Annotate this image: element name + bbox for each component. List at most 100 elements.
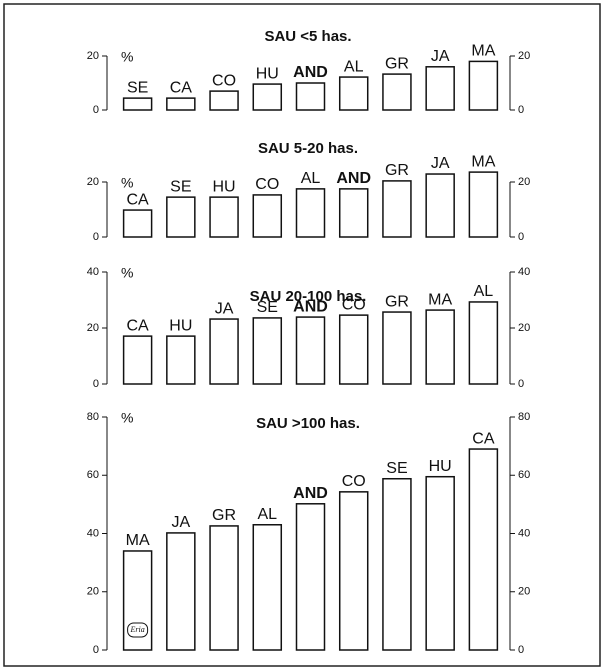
y-tick-label: 20 [87, 322, 99, 334]
bar-label: CO [342, 296, 366, 313]
bar [295, 503, 326, 651]
bar-label: HU [256, 65, 279, 82]
y2-tick-label: 20 [518, 586, 530, 598]
bar-label: MA [471, 153, 495, 170]
bar-label: MA [428, 291, 452, 308]
y-tick-label: 0 [93, 644, 99, 656]
bar [382, 73, 412, 111]
y-tick-label: 60 [87, 469, 99, 481]
bar [295, 316, 326, 385]
y2-tick-label: 60 [518, 469, 530, 481]
bar-label: AND [336, 170, 371, 187]
bar [425, 173, 455, 238]
y2-tick-label: 0 [518, 644, 524, 656]
bar-label: SE [257, 299, 278, 316]
bar-label: JA [431, 48, 450, 65]
bar-label: GR [385, 293, 409, 310]
y2-tick-label: 0 [518, 231, 524, 243]
bar [209, 90, 239, 111]
y-tick-label: 80 [87, 411, 99, 423]
bar [338, 491, 369, 651]
bar [209, 318, 239, 385]
y-tick-label: 0 [93, 104, 99, 116]
y2-tick-label: 0 [518, 378, 524, 390]
bar-label: AND [293, 64, 328, 81]
panel-title: SAU 20-100 has. [250, 288, 367, 305]
bar [252, 317, 283, 385]
bar-label: CO [255, 176, 279, 193]
bar [338, 188, 369, 238]
y-tick-label: 20 [87, 176, 99, 188]
bar-label: AL [474, 283, 494, 300]
bar [166, 97, 196, 111]
bar-label: SE [386, 460, 407, 477]
bar-label: HU [213, 178, 236, 195]
unit-label: % [121, 49, 133, 65]
panel-title: SAU 5-20 has. [258, 140, 358, 157]
bar-label: GR [385, 162, 409, 179]
y-tick-label: 40 [87, 266, 99, 278]
bar-label: JA [171, 514, 190, 531]
bar-label: AL [257, 506, 277, 523]
bar-label: AND [293, 485, 328, 502]
bar [122, 550, 153, 651]
bar [338, 314, 369, 385]
bar [122, 209, 153, 238]
bar [382, 311, 412, 385]
bar [338, 76, 369, 111]
bar-label: SE [127, 79, 148, 96]
y-tick-label: 0 [93, 378, 99, 390]
bar-label: HU [169, 317, 192, 334]
bar [209, 525, 239, 651]
bar [382, 477, 412, 651]
bar-label: SE [170, 178, 191, 195]
bar [468, 60, 499, 111]
unit-label: % [121, 410, 133, 426]
bar [252, 83, 283, 111]
bar [166, 335, 196, 385]
bar-label: GR [385, 55, 409, 72]
logo-frame [127, 622, 149, 638]
bar-label: CO [342, 473, 366, 490]
y-tick-label: 40 [87, 527, 99, 539]
bar [295, 82, 326, 111]
y-tick-label: 0 [93, 231, 99, 243]
y2-tick-label: 20 [518, 176, 530, 188]
y2-tick-label: 80 [518, 411, 530, 423]
panel-title: SAU >100 has. [256, 415, 360, 432]
bar-label: MA [126, 532, 150, 549]
y-tick-label: 20 [87, 586, 99, 598]
bar [166, 196, 196, 238]
bar [209, 196, 239, 238]
bar [295, 188, 326, 238]
logo: Eria [129, 625, 144, 634]
bar [252, 194, 283, 238]
bar [252, 524, 283, 651]
unit-label: % [121, 175, 133, 191]
bar-label: AL [301, 170, 321, 187]
y2-tick-label: 40 [518, 266, 530, 278]
bar-label: CO [212, 72, 236, 89]
unit-label: % [121, 265, 133, 281]
bar-label: JA [431, 155, 450, 172]
bar-label: JA [215, 300, 234, 317]
bar-label: MA [471, 43, 495, 60]
bar-label: CA [126, 317, 149, 334]
y2-tick-label: 20 [518, 322, 530, 334]
bar [425, 475, 455, 651]
panel-title: SAU <5 has. [264, 28, 351, 45]
bar [468, 171, 499, 238]
bar-label: AND [293, 298, 328, 315]
bar-label: HU [429, 458, 452, 475]
frame [3, 3, 601, 667]
bar-label: CA [126, 191, 149, 208]
y2-tick-label: 40 [518, 527, 530, 539]
bar [166, 532, 196, 651]
bar [425, 66, 455, 111]
bar [122, 335, 153, 385]
bar [382, 180, 412, 238]
bar-label: GR [212, 507, 236, 524]
bar-label: CA [170, 79, 193, 96]
y2-tick-label: 20 [518, 50, 530, 62]
